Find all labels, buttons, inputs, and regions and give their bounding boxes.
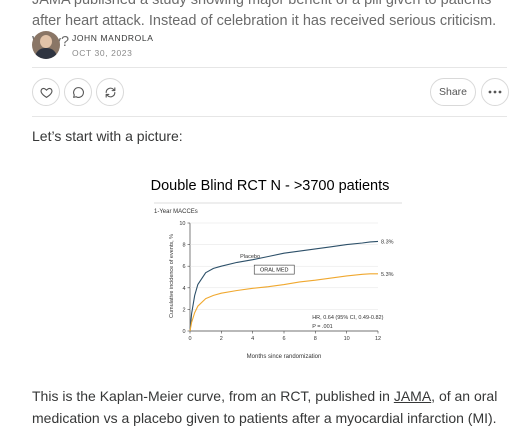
hazard-ratio-annotation: HR, 0.64 (95% CI, 0.49-0.82)	[312, 315, 383, 321]
divider-top	[32, 67, 507, 68]
comment-icon	[72, 86, 84, 98]
lead-paragraph: Let’s start with a picture:	[32, 128, 183, 144]
series-line-placebo	[189, 240, 379, 332]
divider-bottom	[32, 116, 507, 117]
author-byline: JOHN MANDROLA OCT 30, 2023	[32, 30, 153, 60]
p-value-annotation: P = .001	[312, 324, 333, 330]
y-tick-label: 2	[182, 307, 185, 313]
series-end-label: 8.3%	[381, 239, 394, 245]
body-text-end: , of an oral medication vs a placebo giv…	[32, 388, 498, 426]
y-axis-label: Cumulative incidence of events, %	[169, 234, 175, 318]
body-paragraph: This is the Kaplan-Meier curve, from an …	[32, 385, 512, 429]
x-tick-label: 2	[220, 336, 223, 342]
series-label-placebo: Placebo	[240, 254, 260, 260]
comment-button[interactable]	[64, 78, 92, 106]
y-tick-label: 4	[182, 286, 185, 292]
post-date: OCT 30, 2023	[72, 47, 133, 58]
author-name[interactable]: JOHN MANDROLA	[72, 32, 154, 43]
body-text-start: This is the Kaplan-Meier curve, from an …	[32, 388, 394, 404]
kaplan-meier-chart: Double Blind RCT N - >3700 patients 1-Ye…	[151, 178, 402, 360]
x-tick-label: 12	[375, 336, 381, 342]
x-tick-label: 8	[314, 336, 317, 342]
series-label-oral-med: ORAL MED	[260, 268, 289, 274]
y-tick-label: 10	[179, 221, 185, 227]
restack-button[interactable]	[96, 78, 124, 106]
series-line-oral-med	[189, 273, 378, 332]
y-tick-label: 8	[182, 243, 185, 249]
series-end-label: 5.3%	[381, 272, 394, 278]
jama-link[interactable]: JAMA	[393, 388, 432, 404]
ellipsis-icon	[488, 90, 502, 94]
heart-icon	[39, 87, 53, 98]
x-tick-label: 4	[251, 336, 254, 342]
x-axis-label: Months since randomization	[247, 354, 322, 360]
x-tick-label: 6	[282, 336, 285, 342]
more-options-button[interactable]	[481, 78, 509, 106]
author-avatar[interactable]	[32, 31, 60, 59]
oral-med-label-box	[253, 264, 295, 275]
y-tick-label: 0	[182, 329, 185, 335]
x-tick-label: 0	[188, 336, 191, 342]
x-tick-label: 10	[344, 336, 350, 342]
chart-title: Double Blind RCT N - >3700 patients	[151, 178, 390, 194]
restack-icon	[105, 86, 115, 98]
share-button[interactable]: Share	[430, 78, 476, 106]
y-tick-label: 6	[182, 264, 185, 270]
like-button[interactable]	[32, 78, 60, 106]
chart-subtitle: 1-Year MACCEs	[154, 209, 198, 215]
